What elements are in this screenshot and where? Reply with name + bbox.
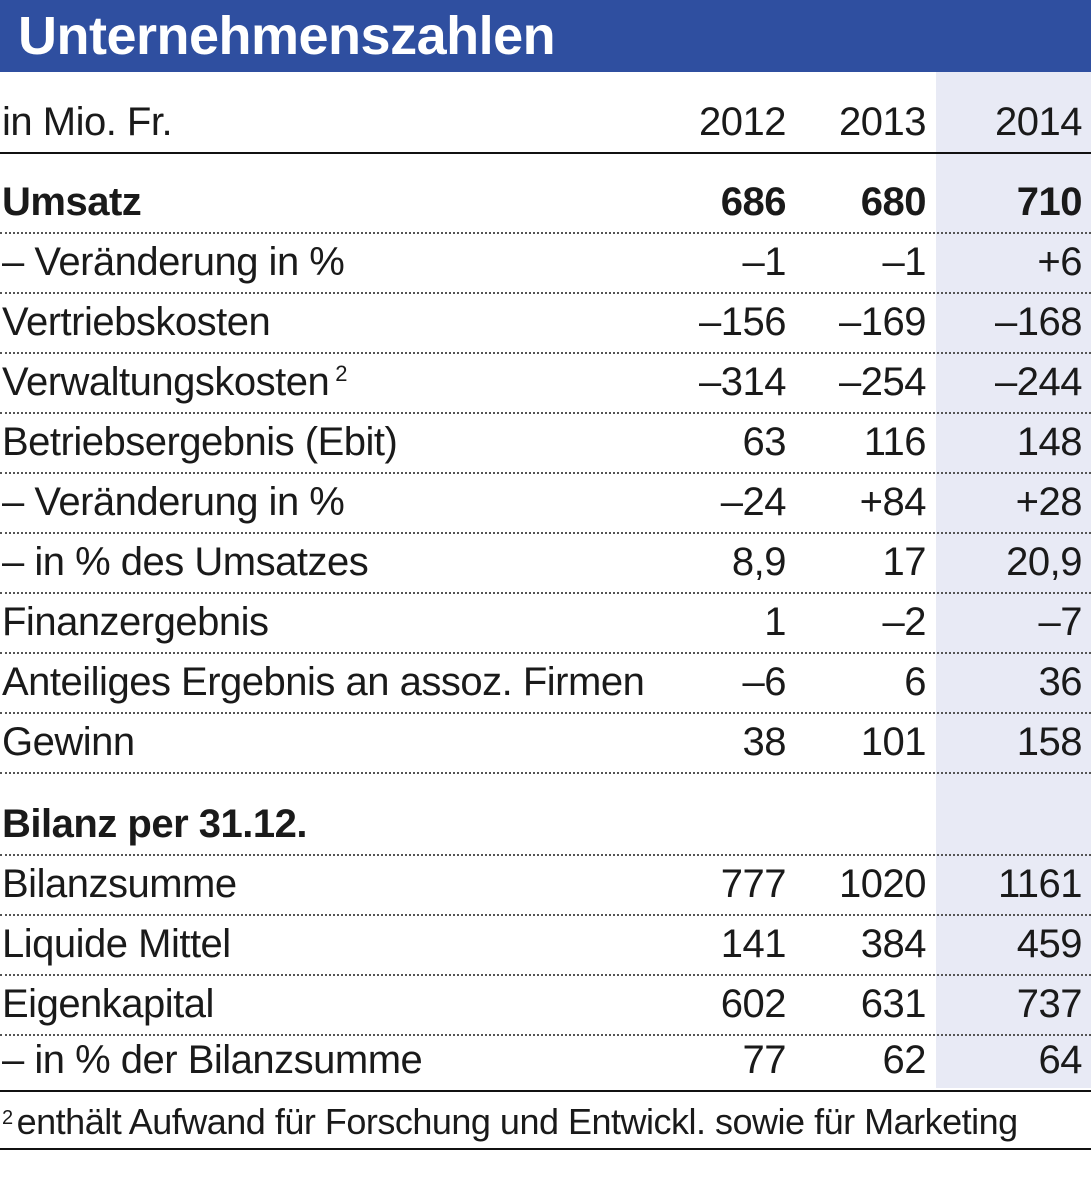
row-label: – in % des Umsatzes	[2, 540, 369, 584]
value-2013: –2	[882, 600, 927, 644]
value-2013: +84	[859, 480, 927, 524]
footnote-mark: 2	[335, 361, 348, 386]
row-label: Betriebsergebnis (Ebit)	[2, 420, 398, 464]
footnote: 2 enthält Aufwand für Forschung und Entwi…	[0, 1096, 1091, 1150]
value-2012: 38	[742, 720, 787, 764]
value-2013: 6	[904, 660, 926, 704]
value-2012: 777	[720, 862, 787, 906]
row-label: Gewinn	[2, 720, 135, 764]
table-row: – in % der Bilanzsumme 77 62 64	[0, 1030, 1091, 1092]
value-2012: 686	[720, 180, 787, 224]
page-title: Unternehmenszahlen	[18, 6, 556, 66]
value-2014: 64	[1038, 1038, 1083, 1082]
value-2014: 737	[1016, 982, 1083, 1026]
value-2014: 1161	[997, 862, 1083, 906]
value-2014: 20,9	[1006, 540, 1082, 584]
row-label: Eigenkapital	[2, 982, 214, 1026]
row-label-text: Verwaltungskosten	[2, 360, 330, 404]
row-label: Verwaltungskosten 2	[2, 352, 348, 412]
section-heading-row: Bilanz per 31.12.	[0, 794, 1091, 856]
section-heading: Bilanz per 31.12.	[2, 802, 307, 846]
table-row: Eigenkapital 602 631 737	[0, 974, 1091, 1036]
value-2012: 77	[742, 1038, 787, 1082]
value-2013: 631	[860, 982, 927, 1026]
table-row: – Veränderung in % –24 +84 +28	[0, 472, 1091, 534]
year-2012: 2012	[699, 100, 786, 144]
value-2012: –314	[699, 360, 786, 404]
year-2014: 2014	[995, 100, 1082, 144]
value-2012: –156	[699, 300, 786, 344]
table-row: Umsatz 686 680 710	[0, 172, 1091, 234]
row-label: – in % der Bilanzsumme	[2, 1038, 423, 1082]
footnote-text: enthält Aufwand für Forschung und Entwic…	[16, 1101, 1019, 1142]
value-2014: 158	[1016, 720, 1083, 764]
value-2012: 1	[764, 600, 786, 644]
value-2014: –244	[995, 360, 1082, 404]
value-2013: –169	[839, 300, 926, 344]
table-row: Vertriebskosten –156 –169 –168	[0, 292, 1091, 354]
value-2013: 101	[860, 720, 927, 764]
value-2014: –7	[1038, 600, 1083, 644]
row-label: Umsatz	[2, 180, 142, 224]
row-label: Finanzergebnis	[2, 600, 269, 644]
value-2013: 17	[882, 540, 927, 584]
footnote-mark: 2	[2, 1107, 13, 1129]
value-2012: 141	[720, 922, 787, 966]
unit-label: in Mio. Fr.	[2, 100, 173, 144]
value-2014: –168	[995, 300, 1082, 344]
table-row: Betriebsergebnis (Ebit) 63 116 148	[0, 412, 1091, 474]
row-label: – Veränderung in %	[2, 240, 345, 284]
value-2012: 8,9	[731, 540, 787, 584]
value-2014: 36	[1038, 660, 1083, 704]
value-2012: 602	[720, 982, 787, 1026]
value-2012: –24	[720, 480, 787, 524]
year-2013: 2013	[839, 100, 926, 144]
value-2013: 116	[863, 420, 927, 464]
value-2013: 384	[860, 922, 927, 966]
value-2013: –1	[882, 240, 927, 284]
row-label: Vertriebskosten	[2, 300, 271, 344]
value-2014: +28	[1015, 480, 1083, 524]
title-bar: Unternehmenszahlen	[0, 0, 1091, 72]
row-label: – Veränderung in %	[2, 480, 345, 524]
value-2013: 1020	[839, 862, 926, 906]
table-row: – in % des Umsatzes 8,9 17 20,9	[0, 532, 1091, 594]
header-row: in Mio. Fr. 2012 2013 2014	[0, 92, 1091, 154]
row-label: Liquide Mittel	[2, 922, 231, 966]
value-2012: –1	[742, 240, 787, 284]
value-2013: 62	[882, 1038, 927, 1082]
table-row: Anteiliges Ergebnis an assoz. Firmen –6 …	[0, 652, 1091, 714]
value-2014: 459	[1016, 922, 1083, 966]
table-row: Bilanzsumme 777 1020 1161	[0, 854, 1091, 916]
row-label: Anteiliges Ergebnis an assoz. Firmen	[2, 660, 645, 704]
row-label: Bilanzsumme	[2, 862, 237, 906]
table-row: Gewinn 38 101 158	[0, 712, 1091, 774]
highlight-column-2014	[936, 72, 1091, 1088]
value-2014: +6	[1037, 240, 1082, 284]
table-row: Finanzergebnis 1 –2 –7	[0, 592, 1091, 654]
value-2014: 710	[1016, 180, 1083, 224]
value-2013: –254	[839, 360, 926, 404]
value-2013: 680	[860, 180, 927, 224]
table-row: Verwaltungskosten 2 –314 –254 –244	[0, 352, 1091, 414]
table-row: Liquide Mittel 141 384 459	[0, 914, 1091, 976]
value-2012: –6	[742, 660, 787, 704]
value-2012: 63	[742, 420, 787, 464]
value-2014: 148	[1016, 420, 1083, 464]
table-row: – Veränderung in % –1 –1 +6	[0, 232, 1091, 294]
